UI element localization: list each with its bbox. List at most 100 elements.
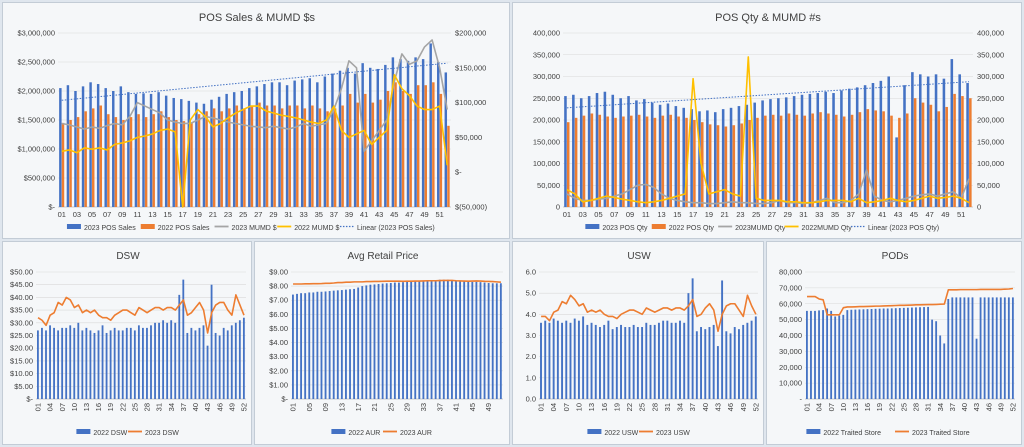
- chart3-2022-aur-bar-04: [304, 293, 307, 399]
- legend-item: 2023 POS Qty: [585, 224, 648, 232]
- chart1-2023-pos-qty-bar-38: [855, 87, 859, 208]
- legend-item: 2022 POS Sales: [140, 224, 210, 232]
- pods-chart-panel: PODs - 10,000 20,000 30,000 40,000 50,000 60,00…: [766, 241, 1022, 445]
- chart1-2023-pos-qty-bar-50: [950, 59, 954, 207]
- chart0-2022-pos-sales-bar-04: [84, 111, 87, 207]
- chart1-2022-pos-qty-bar-33: [819, 112, 822, 207]
- x-tick-label: 07: [562, 403, 571, 411]
- chart0-2023-pos-sales-bar-28: [263, 84, 266, 207]
- chart4-2022-usw-bar-04: [552, 318, 555, 399]
- chart1-2022-pos-qty-bar-36: [842, 116, 846, 207]
- chart-title: Avg Retail Price: [348, 251, 419, 262]
- y2-tick-label: $(50,000): [455, 203, 488, 212]
- y2-tick-label: $150,000: [455, 63, 486, 72]
- legend-item: 2022 AUR: [331, 429, 380, 437]
- chart1-2022-pos-qty-bar-29: [787, 113, 791, 207]
- x-tick-label: 49: [996, 403, 1005, 411]
- chart5-2022-traited-store-bar-52: [1011, 297, 1014, 399]
- legend-swatch: [585, 224, 600, 229]
- chart-title: POS Qty & MUMD #s: [715, 12, 821, 24]
- legend-item: 2022 Traited Store: [806, 429, 881, 437]
- y2-tick-label: $-: [455, 168, 462, 177]
- chart0-2022-pos-sales-bar-29: [273, 105, 276, 207]
- chart5-2022-traited-store-bar-20: [882, 308, 885, 399]
- y-tick-label: $-: [26, 395, 33, 404]
- chart1-2023-pos-qty-bar-05: [595, 93, 599, 207]
- chart0-2023-pos-sales-bar-34: [308, 78, 311, 208]
- chart3-2023-aur-line: [293, 279, 502, 285]
- chart0-2022-pos-sales-bar-47: [409, 93, 412, 207]
- legend-label: 2023 POS Sales: [84, 225, 136, 232]
- chart1-2022-pos-qty-bar-09: [630, 115, 633, 207]
- chart4-2022-usw-bar-07: [565, 320, 568, 399]
- chart2-2022-dsw-bar-08: [65, 327, 68, 399]
- x-tick-label: 43: [972, 403, 981, 411]
- chart3-2022-aur-bar-11: [332, 290, 335, 399]
- chart1-2023-pos-qty-bar-37: [848, 88, 851, 207]
- x-tick-label: 45: [390, 210, 398, 219]
- chart2-2022-dsw-bar-12: [81, 330, 84, 399]
- x-tick-label: 41: [878, 210, 886, 219]
- chart0-2023-pos-sales-bar-01: [59, 88, 62, 207]
- y-tick-label: 200,000: [533, 116, 560, 125]
- y-tick-label: $20.00: [10, 344, 33, 353]
- chart5-2022-traited-store-bar-22: [890, 308, 893, 399]
- chart4-2022-usw-bar-08: [569, 322, 572, 399]
- chart0-2023-pos-sales-bar-14: [157, 92, 160, 207]
- chart0-2023-pos-sales-bar-37: [331, 73, 334, 207]
- chart4-2022-usw-bar-14: [594, 324, 597, 399]
- chart2-2022-dsw-bar-02: [41, 327, 43, 399]
- y-tick-label: 6.0: [526, 268, 536, 277]
- chart0-2022-pos-sales-bar-39: [348, 93, 352, 207]
- chart2-2022-dsw-bar-16: [97, 330, 100, 399]
- legend-label: 2023 DSW: [145, 430, 179, 437]
- chart2-2022-dsw-bar-30: [154, 322, 156, 399]
- legend-item: 2023 POS Sales: [66, 224, 136, 232]
- chart1-2022-pos-qty-bar-25: [756, 117, 759, 207]
- chart0-2022-pos-sales-bar-44: [386, 91, 390, 207]
- x-tick-label: 05: [305, 403, 314, 411]
- chart0-2022-pos-sales-bar-16: [175, 120, 178, 207]
- legend-item: Linear (2023 POS Qty): [850, 225, 939, 232]
- y-tick-label: $50.00: [10, 268, 33, 277]
- chart2-2022-dsw-bar-39: [190, 327, 193, 399]
- chart2-2022-dsw-bar-44: [210, 284, 213, 399]
- chart0-2023-pos-sales-bar-49: [421, 59, 425, 207]
- chart5-2022-traited-store-bar-10: [842, 314, 845, 399]
- chart1-2023-pos-qty-bar-21: [721, 109, 725, 208]
- chart4-2022-usw-bar-33: [674, 322, 677, 399]
- chart4-2022-usw-bar-27: [649, 324, 652, 399]
- chart1-2022-pos-qty-bar-16: [685, 117, 688, 207]
- chart5-2022-traited-store-bar-15: [862, 309, 865, 399]
- chart0-2022-pos-sales-bar-42: [371, 102, 375, 207]
- chart1-2023-pos-qty-bar-28: [777, 98, 780, 207]
- x-tick-label: 11: [642, 210, 650, 219]
- legend-item: 2023 AUR: [383, 430, 432, 437]
- chart4-2022-usw-bar-20: [620, 324, 622, 399]
- chart0-2022-pos-sales-bar-18: [190, 122, 193, 207]
- chart0-2022-pos-sales-bar-19: [197, 114, 201, 207]
- y-tick-label: 2.0: [526, 352, 536, 361]
- x-tick-label: 47: [405, 210, 413, 219]
- chart5-2022-traited-store-bar-49: [999, 297, 1002, 399]
- chart3-2022-aur-bar-14: [345, 289, 347, 399]
- y2-tick-label: 50,000: [977, 181, 1000, 190]
- y-tick-label: $-: [48, 203, 55, 212]
- chart3-2022-aur-bar-05: [308, 292, 311, 399]
- pos-sales-chart-panel: POS Sales & MUMD $s $- $500,000 $1,000,000 $…: [2, 2, 510, 239]
- chart1-2022-pos-qty-bar-01: [566, 122, 570, 207]
- x-tick-label: 16: [863, 403, 872, 411]
- chart1-2022-pos-qty-bar-45: [913, 98, 917, 207]
- chart1-2023-pos-qty-bar-19: [706, 110, 709, 207]
- chart1-2023-pos-qty-bar-02: [572, 94, 575, 207]
- chart5-2022-traited-store-bar-06: [826, 308, 829, 399]
- x-tick-label: 52: [751, 403, 760, 411]
- chart1-2023mumd-qty-line: [566, 169, 970, 205]
- chart2-2022-dsw-bar-40: [194, 330, 197, 399]
- chart0-2023-pos-sales-bar-05: [89, 82, 92, 207]
- chart1-2022-pos-qty-bar-30: [795, 114, 799, 207]
- x-tick-label: 47: [925, 210, 933, 219]
- chart0-2023-pos-sales-bar-42: [369, 67, 372, 207]
- x-tick-label: 07: [827, 403, 836, 411]
- y-tick-label: $15.00: [10, 356, 33, 365]
